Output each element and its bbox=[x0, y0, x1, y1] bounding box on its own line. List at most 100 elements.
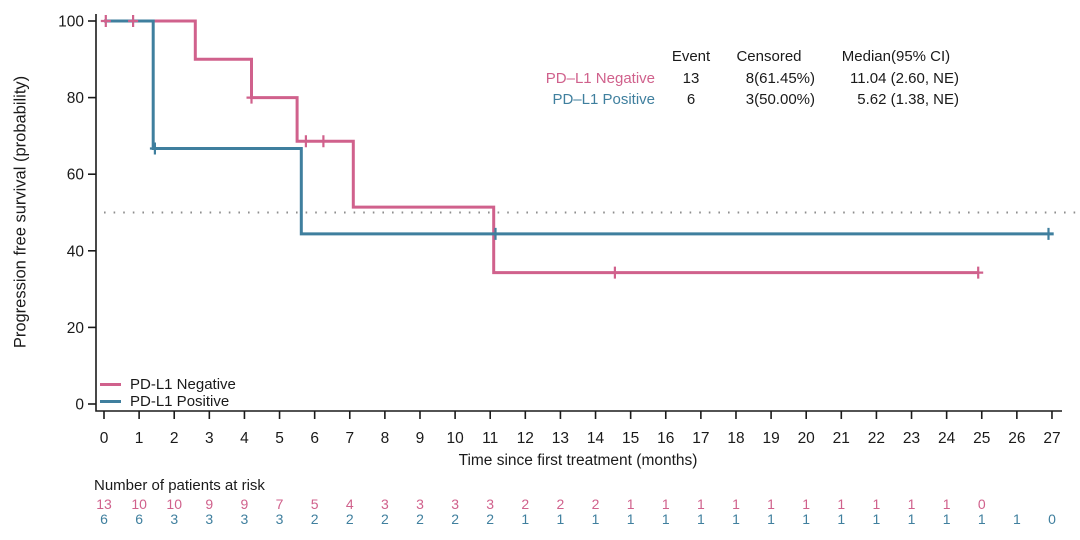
y-tick-label: 60 bbox=[67, 167, 85, 184]
risk-count-positive: 2 bbox=[380, 511, 389, 527]
legend-label-positive: PD-L1 Positive bbox=[130, 393, 230, 410]
risk-count-positive: 1 bbox=[732, 511, 740, 527]
x-tick-label: 21 bbox=[833, 430, 850, 447]
x-tick-label: 27 bbox=[1043, 430, 1060, 447]
risk-count-negative: 10 bbox=[166, 496, 182, 512]
stats-header-censored: Censored bbox=[736, 48, 802, 66]
censor-mark-negative bbox=[100, 15, 111, 27]
x-tick-label: 14 bbox=[587, 430, 605, 447]
risk-count-negative: 1 bbox=[696, 496, 705, 512]
censor-mark-negative bbox=[318, 135, 329, 148]
km-curve-positive bbox=[104, 19, 1054, 236]
risk-count-negative: 2 bbox=[556, 496, 565, 512]
x-tick-label: 7 bbox=[345, 430, 354, 447]
x-tick-label: 23 bbox=[903, 430, 920, 447]
x-tick-label: 11 bbox=[482, 430, 498, 447]
risk-count-negative: 7 bbox=[275, 496, 284, 512]
risk-count-negative: 1 bbox=[732, 496, 740, 512]
legend-item-negative: PD-L1 Negative bbox=[100, 376, 236, 393]
risk-count-positive: 3 bbox=[275, 511, 284, 527]
x-axis-label: Time since first treatment (months) bbox=[458, 452, 698, 469]
km-curve-negative bbox=[104, 19, 979, 275]
risk-count-positive: 6 bbox=[100, 511, 108, 527]
risk-count-negative: 3 bbox=[486, 496, 495, 512]
stats-row-negative-median: 11.04 (2.60, NE) bbox=[850, 69, 959, 87]
risk-count-positive: 1 bbox=[696, 511, 705, 527]
risk-count-positive: 3 bbox=[170, 511, 179, 527]
risk-count-negative: 2 bbox=[521, 496, 530, 512]
risk-count-negative: 1 bbox=[802, 496, 811, 512]
y-tick-label: 40 bbox=[67, 243, 85, 260]
censor-mark-negative bbox=[128, 15, 139, 27]
risk-count-negative: 13 bbox=[96, 496, 112, 512]
x-tick-label: 22 bbox=[868, 430, 885, 447]
risk-count-positive: 2 bbox=[486, 511, 495, 527]
x-tick-label: 6 bbox=[310, 430, 319, 447]
risk-count-positive: 1 bbox=[1012, 511, 1021, 527]
x-tick-label: 16 bbox=[657, 430, 674, 447]
x-tick-label: 3 bbox=[205, 430, 214, 447]
risk-count-negative: 1 bbox=[907, 496, 916, 512]
risk-count-negative: 3 bbox=[451, 496, 459, 512]
censor-mark-positive bbox=[1043, 227, 1054, 240]
risk-count-negative: 9 bbox=[205, 496, 214, 512]
risk-count-positive: 1 bbox=[802, 511, 811, 527]
risk-count-negative: 4 bbox=[345, 496, 354, 512]
risk-count-negative: 3 bbox=[380, 496, 389, 512]
risk-count-positive: 2 bbox=[416, 511, 424, 527]
risk-count-positive: 3 bbox=[205, 511, 214, 527]
risk-count-positive: 1 bbox=[837, 511, 846, 527]
x-tick-label: 0 bbox=[100, 430, 109, 447]
x-tick-label: 4 bbox=[240, 430, 249, 447]
risk-count-positive: 0 bbox=[1048, 511, 1056, 527]
legend-swatch-positive bbox=[100, 400, 121, 403]
axes bbox=[95, 14, 1062, 412]
risk-count-negative: 2 bbox=[591, 496, 600, 512]
risk-count-negative: 1 bbox=[767, 496, 775, 512]
x-tick-label: 12 bbox=[517, 430, 534, 447]
x-tick-label: 20 bbox=[798, 430, 816, 447]
risk-count-negative: 5 bbox=[310, 496, 319, 512]
stats-row-positive-censored: 3(50.00%) bbox=[745, 91, 815, 109]
censor-mark-negative bbox=[300, 135, 311, 148]
x-tick-label: 17 bbox=[692, 430, 709, 447]
x-tick-label: 19 bbox=[762, 430, 779, 447]
x-tick-label: 18 bbox=[727, 430, 744, 447]
risk-count-positive: 1 bbox=[591, 511, 600, 527]
risk-table-title: Number of patients at risk bbox=[94, 477, 265, 494]
y-tick-label: 20 bbox=[67, 320, 85, 337]
stats-row-negative-label: PD–L1 Negative bbox=[545, 69, 655, 87]
y-axis-label: Progression free survival (probability) bbox=[11, 75, 30, 349]
x-tick-label: 2 bbox=[170, 430, 179, 447]
risk-count-positive: 1 bbox=[626, 511, 635, 527]
censor-mark-negative bbox=[973, 266, 984, 279]
x-tick-label: 15 bbox=[622, 430, 639, 447]
risk-count-positive: 2 bbox=[310, 511, 319, 527]
risk-count-positive: 1 bbox=[521, 511, 530, 527]
x-tick-label: 1 bbox=[135, 430, 144, 447]
risk-count-positive: 1 bbox=[872, 511, 881, 527]
legend-item-positive: PD-L1 Positive bbox=[100, 393, 236, 410]
x-tick-label: 13 bbox=[552, 430, 569, 447]
risk-count-positive: 2 bbox=[451, 511, 459, 527]
stats-row-positive-median: 5.62 (1.38, NE) bbox=[857, 91, 959, 109]
stats-header-event: Event bbox=[671, 48, 711, 66]
y-tick-label: 0 bbox=[75, 397, 84, 414]
risk-count-negative: 1 bbox=[626, 496, 635, 512]
y-tick-label: 80 bbox=[67, 90, 85, 107]
risk-count-negative: 10 bbox=[131, 496, 147, 512]
censor-mark-negative bbox=[246, 91, 257, 104]
censor-mark-negative bbox=[609, 266, 620, 279]
risk-count-positive: 6 bbox=[135, 511, 143, 527]
x-tick-label: 25 bbox=[973, 430, 990, 447]
legend-swatch-negative bbox=[100, 383, 121, 386]
risk-count-positive: 2 bbox=[345, 511, 354, 527]
x-tick-label: 24 bbox=[938, 430, 956, 447]
risk-count-positive: 1 bbox=[907, 511, 916, 527]
risk-count-positive: 1 bbox=[977, 511, 986, 527]
stats-row-positive-label: PD–L1 Positive bbox=[552, 91, 655, 109]
risk-count-positive: 1 bbox=[942, 511, 951, 527]
risk-count-positive: 1 bbox=[556, 511, 565, 527]
x-tick-label: 5 bbox=[275, 430, 284, 447]
